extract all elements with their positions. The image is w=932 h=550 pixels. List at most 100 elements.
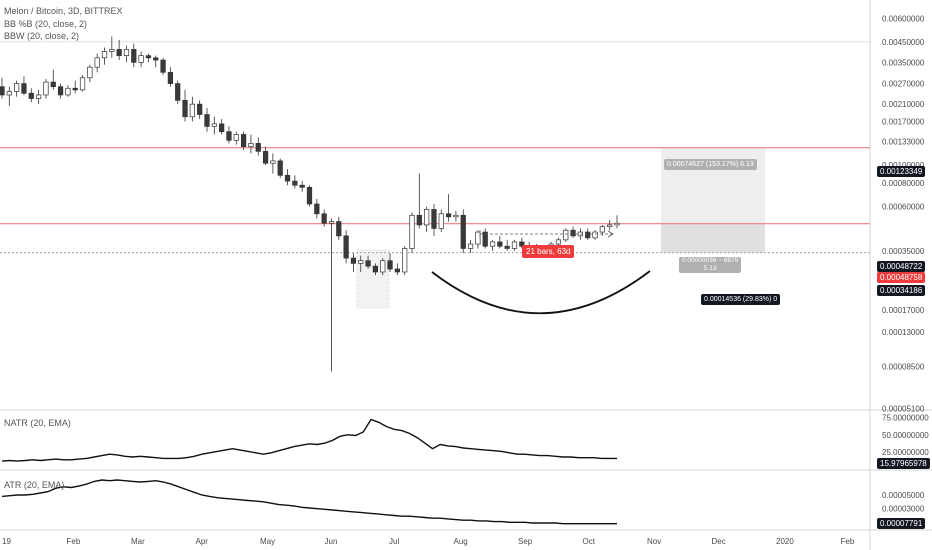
candle-body xyxy=(0,86,5,96)
time-tick-label: Apr xyxy=(196,537,209,546)
measure-bottom-label: 0.00014536 (29.83%) 0 xyxy=(701,294,781,305)
candle-body xyxy=(204,114,210,127)
time-tick-label: Sep xyxy=(518,537,533,546)
measure-mid-label: 0.00000036 ~ 6879 5.13 xyxy=(679,257,742,273)
time-tick-label: Aug xyxy=(454,537,468,546)
range-box xyxy=(356,249,390,309)
atr-tick-label: 0.00005000 xyxy=(882,491,925,500)
bars-ruler xyxy=(479,230,614,238)
candle-body xyxy=(607,224,613,228)
candle-body xyxy=(189,103,195,118)
candle-body xyxy=(482,231,488,247)
price-tick-label: 0.00008500 xyxy=(882,363,925,372)
candle-body xyxy=(35,94,42,99)
candle-body xyxy=(153,57,159,61)
price-tick-label: 0.00270000 xyxy=(882,80,925,89)
candle-body xyxy=(592,231,598,239)
candle-body xyxy=(336,221,342,237)
price-tick-label: 0.00013000 xyxy=(882,328,925,337)
time-tick-label: 2020 xyxy=(776,537,794,546)
candle-body xyxy=(116,49,122,56)
price-tick-label: 0.00035000 xyxy=(882,247,925,256)
measure-top-label: 0.00074627 (153.17%) 6.13 xyxy=(664,159,757,170)
candle-body xyxy=(475,231,481,245)
candle-body xyxy=(28,92,34,99)
time-tick-label: Oct xyxy=(583,537,596,546)
current-price-tag: 0.00048722 xyxy=(877,261,926,272)
bbw-legend[interactable]: BBW (20, close, 2) xyxy=(4,31,80,41)
natr-line xyxy=(1,418,617,462)
candle-body xyxy=(402,248,408,273)
candle-body xyxy=(599,226,605,233)
candle-body xyxy=(72,87,78,91)
candle-body xyxy=(585,231,591,239)
time-tick-label: Mar xyxy=(131,537,145,546)
candle-body xyxy=(87,66,93,79)
atr-tick-label: 0.00003000 xyxy=(882,505,925,514)
candle-body xyxy=(394,268,400,273)
candle-body xyxy=(328,221,335,224)
symbol-legend[interactable]: Melon / Bitcoin, 3D, BITTREX xyxy=(4,6,123,16)
candle-body xyxy=(570,229,576,237)
candle-body xyxy=(43,81,49,96)
price-tick-label: 0.00017000 xyxy=(882,306,925,315)
candle-body xyxy=(57,86,64,96)
candle-body xyxy=(467,243,474,249)
natr-tick-label: 75.00000000 xyxy=(882,413,929,422)
candle-body xyxy=(563,229,569,241)
candle-body xyxy=(438,213,444,229)
natr-tick-label: 50.00000000 xyxy=(882,431,929,440)
natr-last-tag: 15.97965978 xyxy=(877,458,930,469)
time-tick-label: Jul xyxy=(389,537,399,546)
candle-body xyxy=(101,51,108,59)
candle-body xyxy=(138,55,144,63)
price-tick-label: 0.00080000 xyxy=(882,179,925,188)
candle-body xyxy=(50,81,56,88)
atr-line xyxy=(1,479,617,525)
candle-body xyxy=(460,214,466,249)
price-tick-label: 0.00450000 xyxy=(882,38,925,47)
candle-body xyxy=(262,150,269,164)
candle-body xyxy=(453,214,459,218)
candle-body xyxy=(14,83,20,92)
candle-body xyxy=(240,134,247,147)
time-tick-label: Feb xyxy=(67,537,81,546)
candle-body xyxy=(197,103,203,115)
price-axis[interactable]: 0.00600000 0.00450000 0.00350000 0.00270000… xyxy=(882,14,929,513)
natr-legend[interactable]: NATR (20, EMA) xyxy=(4,418,71,428)
candle-body xyxy=(306,186,313,205)
atr-last-tag: 0.00007791 xyxy=(877,518,926,529)
candle-body xyxy=(504,245,510,249)
candles-layer xyxy=(0,36,620,372)
time-axis[interactable]: 19 Feb Mar Apr May Jun Jul Aug Sep Oct Nov Dec 2020 F… xyxy=(2,537,855,546)
candle-body xyxy=(299,184,305,188)
price-tick-label: 0.00210000 xyxy=(882,100,925,109)
candle-body xyxy=(321,213,327,224)
bbpb-legend[interactable]: BB %B (20, close, 2) xyxy=(4,19,88,29)
measure-mid-line-1: 0.00000036 ~ 6879 xyxy=(682,257,739,264)
measure-mid-line-2: 5.13 xyxy=(703,265,717,272)
candle-body xyxy=(424,209,430,226)
price-tick-label: 0.00133000 xyxy=(882,138,925,147)
candle-body xyxy=(343,235,349,259)
candle-body xyxy=(211,123,217,127)
candle-body xyxy=(277,160,283,176)
candle-body xyxy=(145,55,152,59)
candle-body xyxy=(255,143,261,152)
candle-body xyxy=(409,214,415,249)
atr-pane xyxy=(1,479,617,525)
candle-body xyxy=(6,91,12,96)
lower-line-tag: 0.00034186 xyxy=(877,285,926,296)
candle-body xyxy=(387,260,393,270)
candle-body xyxy=(365,260,371,267)
candle-body xyxy=(167,71,174,84)
candle-body xyxy=(416,214,422,226)
candle-body xyxy=(94,57,100,68)
candle-body xyxy=(614,222,620,226)
price-tick-label: 0.00005100 xyxy=(882,404,925,413)
price-tick-label: 0.00100000 xyxy=(882,161,925,170)
candle-body xyxy=(489,241,496,247)
atr-legend[interactable]: ATR (20, EMA) xyxy=(4,480,65,490)
